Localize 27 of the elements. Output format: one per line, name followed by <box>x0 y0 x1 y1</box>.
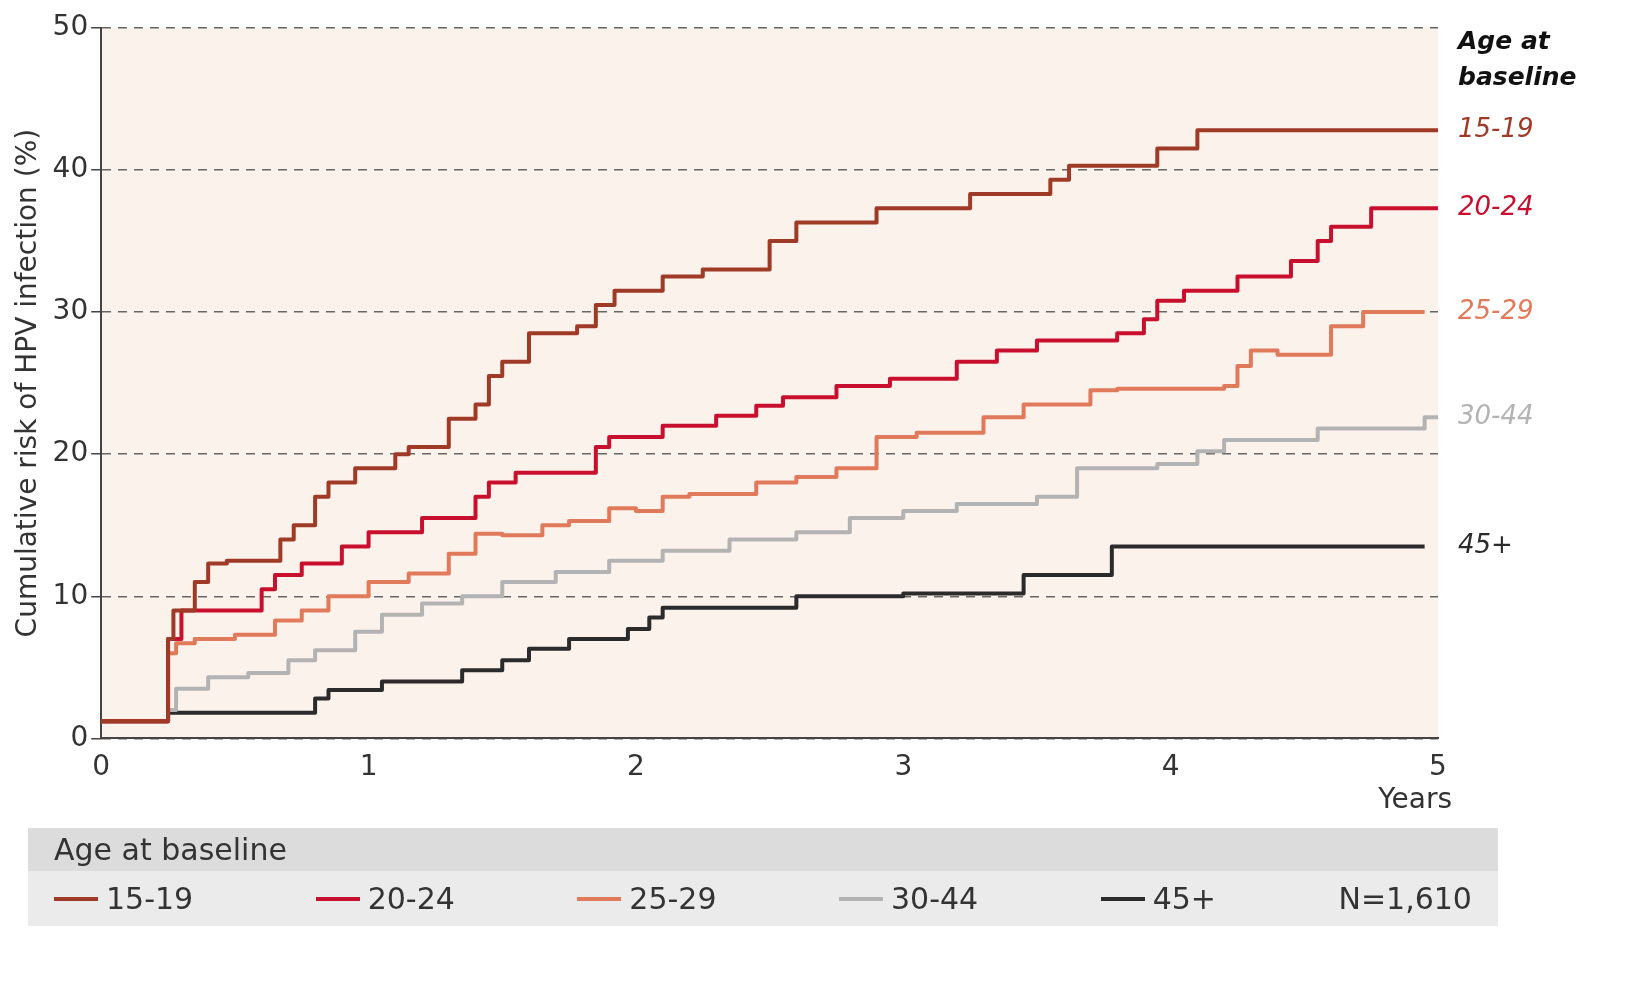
y-tick-label: 0 <box>70 719 89 753</box>
legend-label: 20-24 <box>367 881 455 916</box>
text: 15-19 <box>1458 112 1534 143</box>
text: N=1,610 <box>1338 881 1472 916</box>
y-tick-label: 30 <box>52 293 89 327</box>
y-tick-label: 40 <box>52 151 89 185</box>
legend-label: 15-19 <box>106 881 194 916</box>
legend-title: Age at baseline <box>1456 25 1577 91</box>
y-axis-title: Cumulative risk of HPV infection (%) <box>10 128 44 638</box>
x-tick-label: 0 <box>92 749 111 783</box>
legend-label: 45+ <box>1152 881 1216 916</box>
x-tick-label: 3 <box>894 749 913 783</box>
x-axis-title: Years <box>1377 781 1452 815</box>
legend-label: 25-29 <box>629 881 717 916</box>
text: 25-29 <box>1458 294 1534 325</box>
y-tick-label: 10 <box>52 577 89 611</box>
text: 45+ <box>1458 529 1513 560</box>
text: 20-24 <box>1458 191 1534 222</box>
text: 30-44 <box>1458 399 1534 430</box>
y-tick-label: 50 <box>52 9 89 43</box>
x-tick-label: 4 <box>1161 749 1180 783</box>
legend-label: 30-44 <box>891 881 979 916</box>
text: Age at baseline <box>54 832 287 867</box>
x-tick-label: 2 <box>627 749 645 783</box>
y-tick-label: 20 <box>52 435 89 469</box>
x-tick-label: 1 <box>359 749 378 783</box>
x-tick-label: 5 <box>1429 749 1447 783</box>
